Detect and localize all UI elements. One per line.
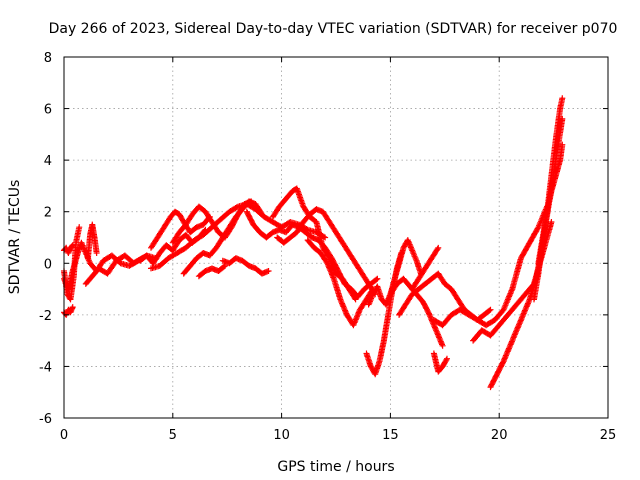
series-arc-16	[274, 206, 379, 298]
x-tick-label: 5	[169, 428, 177, 443]
x-tick-label: 25	[600, 428, 617, 443]
series-arc-23	[430, 350, 450, 375]
series-arc-15	[269, 185, 359, 303]
data-points	[169, 198, 255, 246]
series-arc-28	[535, 141, 566, 267]
ticks: 0 5 10 15 20 25 -6 -4 -2 0 2 4 6 8	[39, 51, 616, 443]
series-arc-12	[195, 262, 229, 280]
data-points	[243, 208, 381, 300]
grid	[64, 57, 608, 418]
x-tick-label: 15	[382, 428, 399, 443]
series-arc-14	[243, 208, 381, 300]
data-points	[219, 255, 272, 277]
data-points	[304, 237, 376, 329]
series-arc-17	[304, 237, 376, 329]
data-points	[430, 350, 450, 375]
data-points	[148, 208, 213, 251]
x-tick-label: 10	[273, 428, 290, 443]
series-arc-3	[61, 304, 76, 318]
y-tick-label: 8	[44, 51, 52, 66]
x-axis-label: GPS time / hours	[277, 459, 394, 475]
y-tick-label: -4	[39, 360, 52, 375]
data-points	[430, 203, 551, 329]
data-points	[535, 141, 566, 267]
series-arc-24	[430, 203, 551, 329]
series-arc-13	[219, 255, 272, 277]
data-points	[82, 252, 146, 287]
y-tick-label: 0	[44, 257, 52, 272]
plot-frame	[63, 56, 609, 419]
series-arc-11	[169, 198, 255, 246]
y-tick-label: 2	[44, 206, 52, 221]
data-points	[409, 244, 442, 293]
x-tick-label: 0	[60, 428, 68, 443]
chart-title: Day 266 of 2023, Sidereal Day-to-day VTE…	[49, 21, 618, 37]
data-points	[195, 262, 229, 280]
data-points	[84, 221, 100, 262]
data-layer	[61, 95, 566, 391]
series-arc-7	[148, 208, 213, 251]
data-points	[274, 206, 379, 298]
x-tick-label: 20	[491, 428, 508, 443]
data-points	[269, 185, 359, 303]
y-tick-label: -2	[39, 309, 52, 324]
series-arc-5	[84, 221, 100, 262]
y-tick-label: 4	[44, 154, 52, 169]
series-arc-22	[409, 244, 442, 293]
data-points	[61, 304, 76, 318]
y-axis-label: SDTVAR / TECUs	[7, 180, 23, 295]
series-arc-6	[82, 252, 146, 287]
y-tick-label: -6	[39, 412, 52, 427]
y-tick-label: 6	[44, 103, 52, 118]
